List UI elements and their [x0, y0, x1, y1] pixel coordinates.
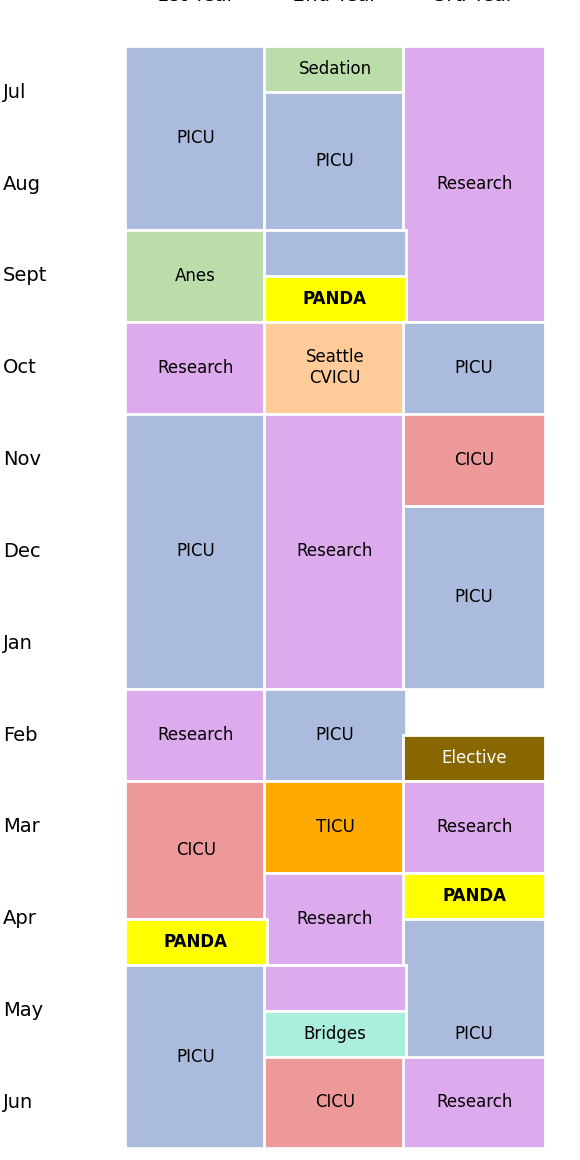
Bar	[264, 1057, 406, 1148]
Text: Jul: Jul	[3, 82, 27, 102]
Bar	[264, 93, 406, 230]
Text: 3rd Year: 3rd Year	[434, 0, 514, 6]
Text: TICU: TICU	[316, 818, 354, 836]
Text: PANDA: PANDA	[442, 887, 506, 905]
Bar	[125, 919, 267, 965]
Text: Research: Research	[436, 818, 512, 836]
Bar	[403, 873, 545, 919]
Text: Aug: Aug	[3, 175, 41, 194]
Text: Research: Research	[158, 358, 234, 377]
Bar	[264, 230, 406, 276]
Text: Elective: Elective	[441, 749, 507, 767]
Text: CICU: CICU	[315, 1094, 355, 1111]
Text: Sedation: Sedation	[298, 60, 372, 79]
Bar	[264, 965, 406, 1010]
Text: CICU: CICU	[454, 450, 494, 469]
Text: CICU: CICU	[176, 841, 216, 858]
Bar	[125, 781, 267, 919]
Bar	[264, 1010, 406, 1057]
Text: PICU: PICU	[176, 129, 215, 147]
Text: Apr: Apr	[3, 909, 37, 928]
Text: Bridges: Bridges	[303, 1024, 367, 1043]
Bar	[264, 322, 406, 414]
Text: PICU: PICU	[455, 588, 494, 607]
Bar	[403, 919, 545, 1148]
Bar	[125, 230, 267, 322]
Text: Dec: Dec	[3, 542, 41, 561]
Bar	[403, 46, 545, 322]
Bar	[403, 414, 545, 506]
Text: May: May	[3, 1001, 43, 1020]
Text: Research: Research	[436, 1094, 512, 1111]
Bar	[125, 965, 267, 1148]
Text: PICU: PICU	[316, 726, 354, 745]
Text: PICU: PICU	[455, 1024, 494, 1043]
Bar	[403, 1057, 545, 1148]
Text: Research: Research	[436, 175, 512, 194]
Text: Feb: Feb	[3, 726, 37, 745]
Bar	[264, 46, 406, 93]
Text: Research: Research	[158, 726, 234, 745]
Bar	[403, 506, 545, 689]
Text: PANDA: PANDA	[164, 933, 228, 951]
Text: PICU: PICU	[316, 152, 354, 171]
Bar	[403, 781, 545, 873]
Text: Research: Research	[297, 543, 373, 560]
Bar	[264, 873, 406, 965]
Bar	[125, 689, 267, 781]
Text: Research: Research	[297, 909, 373, 928]
Text: PANDA: PANDA	[303, 290, 367, 307]
Bar	[125, 322, 267, 414]
Text: Anes: Anes	[175, 267, 216, 285]
Text: 2nd Year: 2nd Year	[293, 0, 377, 6]
Text: PICU: PICU	[176, 1047, 215, 1066]
Text: PICU: PICU	[455, 358, 494, 377]
Bar	[403, 322, 545, 414]
Text: Nov: Nov	[3, 450, 41, 469]
Bar	[264, 781, 406, 873]
Text: Mar: Mar	[3, 818, 39, 836]
Bar	[264, 414, 406, 689]
Text: Sept: Sept	[3, 267, 48, 285]
Text: PICU: PICU	[176, 543, 215, 560]
Text: Oct: Oct	[3, 358, 37, 377]
Text: Jan: Jan	[3, 633, 33, 653]
Bar	[264, 689, 406, 781]
Bar	[264, 276, 406, 321]
Text: Jun: Jun	[3, 1093, 33, 1112]
Text: Seattle
CVICU: Seattle CVICU	[306, 348, 364, 387]
Bar	[125, 46, 267, 230]
Text: 1st Year: 1st Year	[157, 0, 234, 6]
Bar	[125, 414, 267, 689]
Bar	[403, 735, 545, 781]
